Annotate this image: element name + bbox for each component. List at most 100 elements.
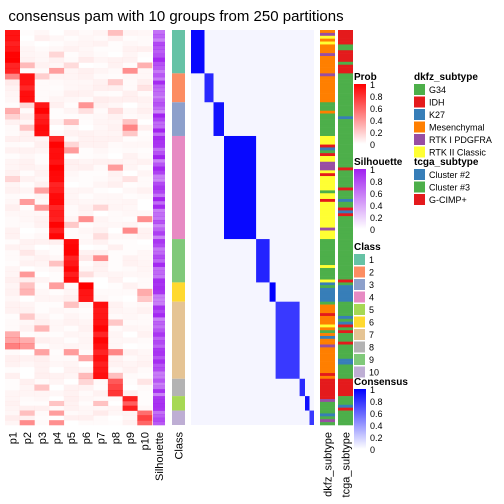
prob-cell	[63, 390, 79, 397]
prob-cell	[20, 30, 35, 36]
tcga-cell	[338, 87, 353, 91]
prob-cell	[49, 415, 64, 420]
prob-cell	[137, 222, 152, 228]
prob-cell	[137, 91, 152, 97]
silhouette-cell	[153, 246, 165, 252]
dkfz-cell	[320, 161, 335, 165]
prob-cell	[137, 302, 152, 308]
prob-cell	[34, 41, 49, 47]
prob-cell	[5, 266, 20, 272]
prob-cell	[79, 193, 94, 199]
class-cell	[172, 135, 185, 240]
prob-cell	[5, 244, 20, 251]
prob-cell	[79, 113, 94, 119]
prob-cell	[5, 415, 20, 421]
prob-cell	[49, 260, 65, 267]
tcga-cell	[338, 170, 353, 174]
dkfz-cell	[320, 167, 335, 171]
prob-cell	[123, 379, 138, 385]
prob-cell	[79, 314, 94, 320]
tcga-legend-label: Cluster #3	[429, 183, 470, 193]
dkfz-cell	[320, 293, 335, 297]
dkfz-cell	[320, 96, 335, 100]
silhouette-cell	[153, 399, 165, 404]
prob-cell	[79, 228, 94, 234]
prob-cell	[79, 125, 94, 131]
prob-cell	[5, 147, 20, 154]
prob-cell	[64, 205, 79, 211]
prob-cell	[93, 181, 109, 188]
prob-cell	[107, 84, 123, 91]
prob-cell	[93, 57, 109, 63]
dkfz-cell	[320, 273, 335, 277]
silhouette-legend-tick: 1	[370, 165, 375, 175]
class-legend-label: 7	[369, 330, 374, 340]
tcga-cell	[338, 384, 353, 388]
tcga-cell	[338, 210, 353, 214]
dkfz-cell	[320, 135, 335, 140]
prob-cell	[34, 349, 50, 356]
tcga-cell	[338, 407, 353, 411]
prob-cell	[78, 378, 94, 385]
prob-cell	[107, 57, 123, 63]
prob-cell	[79, 182, 94, 188]
prob-cell	[19, 187, 35, 194]
silhouette-cell	[153, 135, 165, 141]
prob-cell	[137, 325, 152, 331]
silhouette-cell	[153, 359, 165, 364]
class-legend-label: 6	[369, 318, 374, 328]
prob-cell	[19, 384, 35, 391]
prob-cell	[5, 349, 20, 355]
prob-cell	[93, 46, 108, 52]
prob-cell	[49, 85, 64, 91]
prob-cell	[20, 255, 35, 261]
prob-cell	[78, 40, 94, 47]
prob-cell	[137, 385, 152, 391]
prob-cell	[123, 193, 138, 199]
prob-cell	[64, 355, 79, 361]
prob-cell	[63, 147, 79, 154]
prob-cell	[34, 244, 49, 250]
prob-cell	[107, 244, 123, 251]
prob-cell	[108, 250, 123, 256]
prob-cell	[93, 249, 109, 256]
prob-cell	[93, 271, 109, 278]
tcga-cell	[338, 250, 353, 254]
dkfz-cell	[320, 416, 335, 420]
tcga-cell	[338, 287, 353, 291]
silhouette-cell	[153, 185, 165, 190]
prob-cell	[19, 415, 35, 421]
prob-cell	[49, 46, 64, 52]
prob-cell	[5, 372, 20, 380]
prob-cell	[108, 343, 123, 349]
silhouette-cell	[153, 378, 165, 383]
column-labels: p1 p2 p3 p4 p5 p6 p7 p8 p9 p10 Silhouette Class dkfz…	[7, 432, 352, 498]
prob-cell	[34, 325, 50, 332]
prob-cell	[108, 295, 123, 302]
dkfz-cell	[320, 422, 335, 426]
prob-cell	[19, 325, 35, 332]
prob-cell	[107, 79, 123, 86]
class-cell	[172, 396, 185, 411]
tcga-cell	[338, 410, 353, 414]
prob-cell	[5, 385, 20, 391]
prob-cell	[107, 158, 123, 165]
dkfz-cell	[320, 173, 335, 177]
prob-cell	[49, 239, 65, 245]
prob-cell	[5, 233, 20, 240]
dkfz-cell	[320, 330, 335, 334]
prob-cell	[34, 233, 49, 239]
tcga-cell	[338, 156, 353, 160]
prob-cell	[64, 210, 79, 216]
dkfz-cell	[320, 282, 335, 286]
tcga-cell	[338, 276, 353, 280]
prob-cell	[93, 113, 108, 119]
prob-cell	[64, 136, 79, 142]
tcga-cell	[338, 198, 353, 203]
silhouette-cell	[153, 120, 165, 126]
prob-cell	[93, 216, 109, 223]
dkfz-cell	[320, 181, 335, 185]
dkfz-cell	[320, 350, 335, 354]
prob-cell	[49, 361, 64, 367]
prob-cell	[93, 255, 109, 262]
